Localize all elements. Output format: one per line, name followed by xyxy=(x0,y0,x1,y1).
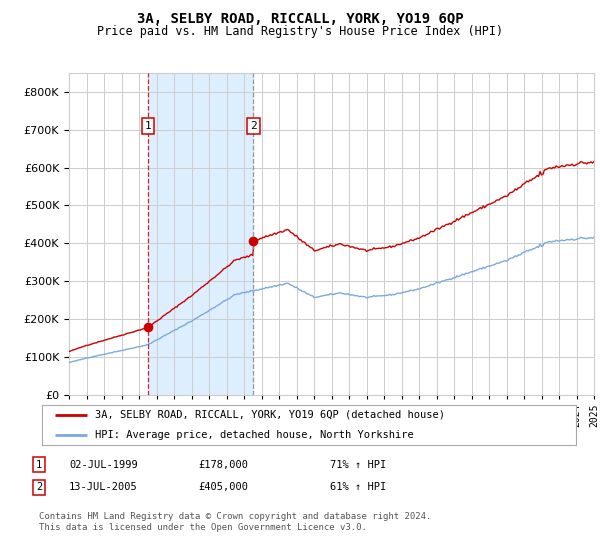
Text: 3A, SELBY ROAD, RICCALL, YORK, YO19 6QP: 3A, SELBY ROAD, RICCALL, YORK, YO19 6QP xyxy=(137,12,463,26)
Text: HPI: Average price, detached house, North Yorkshire: HPI: Average price, detached house, Nort… xyxy=(95,430,414,440)
Text: Contains HM Land Registry data © Crown copyright and database right 2024.
This d: Contains HM Land Registry data © Crown c… xyxy=(39,512,431,532)
Text: 2: 2 xyxy=(250,121,257,131)
Text: 1: 1 xyxy=(145,121,151,131)
Text: 13-JUL-2005: 13-JUL-2005 xyxy=(69,482,138,492)
Bar xyxy=(148,73,253,395)
Text: Price paid vs. HM Land Registry's House Price Index (HPI): Price paid vs. HM Land Registry's House … xyxy=(97,25,503,38)
Text: 1: 1 xyxy=(36,460,42,470)
Text: 71% ↑ HPI: 71% ↑ HPI xyxy=(330,460,386,470)
Text: 2: 2 xyxy=(36,482,42,492)
Text: £178,000: £178,000 xyxy=(198,460,248,470)
Text: £405,000: £405,000 xyxy=(198,482,248,492)
Text: 3A, SELBY ROAD, RICCALL, YORK, YO19 6QP (detached house): 3A, SELBY ROAD, RICCALL, YORK, YO19 6QP … xyxy=(95,410,445,420)
Text: 02-JUL-1999: 02-JUL-1999 xyxy=(69,460,138,470)
Text: 61% ↑ HPI: 61% ↑ HPI xyxy=(330,482,386,492)
